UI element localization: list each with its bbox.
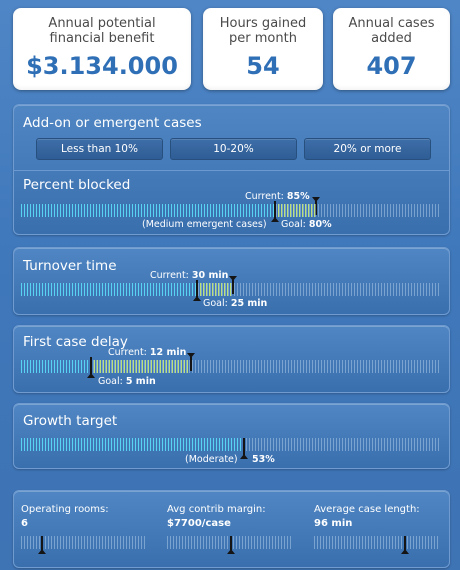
cases-added-label-line2: added (371, 31, 412, 46)
turnover-current-marker-icon[interactable] (229, 276, 237, 281)
percent-blocked-goal-label: Goal: 80% (281, 219, 332, 230)
turnover-goal-text: Goal: (203, 298, 228, 309)
operating-rooms-marker-icon[interactable] (38, 549, 46, 554)
cases-added-label: Annual cases added (333, 16, 450, 46)
operating-rooms-slider[interactable] (21, 536, 147, 549)
cases-added-card: Annual cases added 407 (333, 8, 450, 90)
first-case-goal-marker-icon[interactable] (87, 373, 95, 378)
first-case-title: First case delay (23, 334, 128, 350)
first-case-goal-text: Goal: (98, 376, 123, 387)
turnover-goal-marker-line (196, 280, 198, 297)
hours-gained-value: 54 (246, 52, 280, 80)
emergent-cases-panel: Add-on or emergent cases Less than 10% 1… (13, 104, 450, 235)
hours-gained-label: Hours gained per month (203, 16, 323, 46)
case-length-marker-icon[interactable] (401, 549, 409, 554)
first-case-current-marker-icon[interactable] (187, 353, 195, 358)
percent-blocked-current-text: Current: (245, 191, 284, 202)
turnover-current-value: 30 min (191, 270, 229, 281)
growth-note: (Moderate) (185, 454, 238, 465)
turnover-goal-marker-icon[interactable] (193, 296, 201, 301)
growth-title: Growth target (23, 413, 118, 429)
first-case-fill (21, 360, 91, 373)
percent-blocked-current-label: Current: 85% (245, 191, 310, 202)
turnover-fill (21, 283, 197, 296)
first-case-current-label: Current: 12 min (108, 347, 186, 358)
percent-blocked-goal-marker-line (274, 201, 276, 218)
case-length-label: Average case length: (314, 504, 420, 515)
turnover-gap-fill (197, 283, 233, 296)
option-10-20-button[interactable]: 10-20% (170, 138, 297, 160)
first-case-goal-label: Goal: 5 min (98, 376, 156, 387)
growth-panel: Growth target (Moderate) 53% (13, 403, 450, 469)
financial-benefit-label-line2: financial benefit (49, 31, 155, 46)
contrib-margin-value: $7700/case (167, 518, 231, 529)
case-length-slider[interactable] (314, 536, 440, 549)
percent-blocked-note: (Medium emergent cases) (142, 219, 267, 230)
growth-marker-icon[interactable] (240, 454, 248, 459)
hours-gained-card: Hours gained per month 54 (203, 8, 323, 90)
option-less-than-10-button[interactable]: Less than 10% (36, 138, 163, 160)
percent-blocked-goal-text: Goal: (281, 219, 306, 230)
addon-title: Add-on or emergent cases (23, 115, 202, 131)
operating-rooms-value: 6 (21, 518, 28, 529)
turnover-current-label: Current: 30 min (150, 270, 228, 281)
contrib-margin-marker-line (230, 536, 232, 550)
option-20-or-more-button[interactable]: 20% or more (304, 138, 431, 160)
first-case-goal-marker-line (90, 357, 92, 374)
panel-divider (14, 170, 449, 171)
percent-blocked-slider[interactable] (21, 204, 441, 217)
percent-blocked-fill (21, 204, 275, 217)
financial-benefit-label-line1: Annual potential (48, 16, 156, 31)
hours-gained-label-line2: per month (229, 31, 297, 46)
inputs-panel: Operating rooms: 6 Avg contrib margin: $… (13, 490, 450, 568)
turnover-goal-value: 25 min (230, 298, 268, 309)
percent-blocked-title: Percent blocked (23, 177, 131, 193)
financial-benefit-value: $3.134.000 (26, 52, 178, 80)
turnover-goal-label: Goal: 25 min (203, 298, 267, 309)
percent-blocked-current-marker-icon[interactable] (312, 197, 320, 202)
operating-rooms-marker-line (41, 536, 43, 550)
growth-fill (21, 438, 243, 451)
first-case-panel: First case delay Current: 12 min Goal: 5… (13, 325, 450, 393)
first-case-current-value: 12 min (149, 347, 187, 358)
turnover-title: Turnover time (23, 258, 117, 274)
case-length-value: 96 min (314, 518, 353, 529)
first-case-goal-value: 5 min (125, 376, 156, 387)
growth-slider[interactable] (21, 438, 441, 451)
percent-blocked-current-value: 85% (286, 191, 310, 202)
growth-marker-line (243, 438, 245, 455)
financial-benefit-card: Annual potential financial benefit $3.13… (13, 8, 191, 90)
cases-added-label-line1: Annual cases (348, 16, 435, 31)
first-case-current-text: Current: (108, 347, 147, 358)
turnover-panel: Turnover time Current: 30 min Goal: 25 m… (13, 247, 450, 315)
hours-gained-label-line1: Hours gained (219, 16, 307, 31)
contrib-margin-label: Avg contrib margin: (167, 504, 266, 515)
first-case-gap-fill (91, 360, 189, 373)
turnover-current-text: Current: (150, 270, 189, 281)
turnover-slider[interactable] (21, 283, 441, 296)
growth-value: 53% (252, 454, 275, 465)
cases-added-value: 407 (366, 52, 417, 80)
percent-blocked-goal-marker-icon[interactable] (271, 217, 279, 222)
first-case-slider[interactable] (21, 360, 441, 373)
operating-rooms-label: Operating rooms: (21, 504, 109, 515)
financial-benefit-label: Annual potential financial benefit (13, 16, 191, 46)
case-length-marker-line (404, 536, 406, 550)
percent-blocked-goal-value: 80% (308, 219, 332, 230)
contrib-margin-marker-icon[interactable] (227, 549, 235, 554)
percent-blocked-gap-fill (275, 204, 315, 217)
